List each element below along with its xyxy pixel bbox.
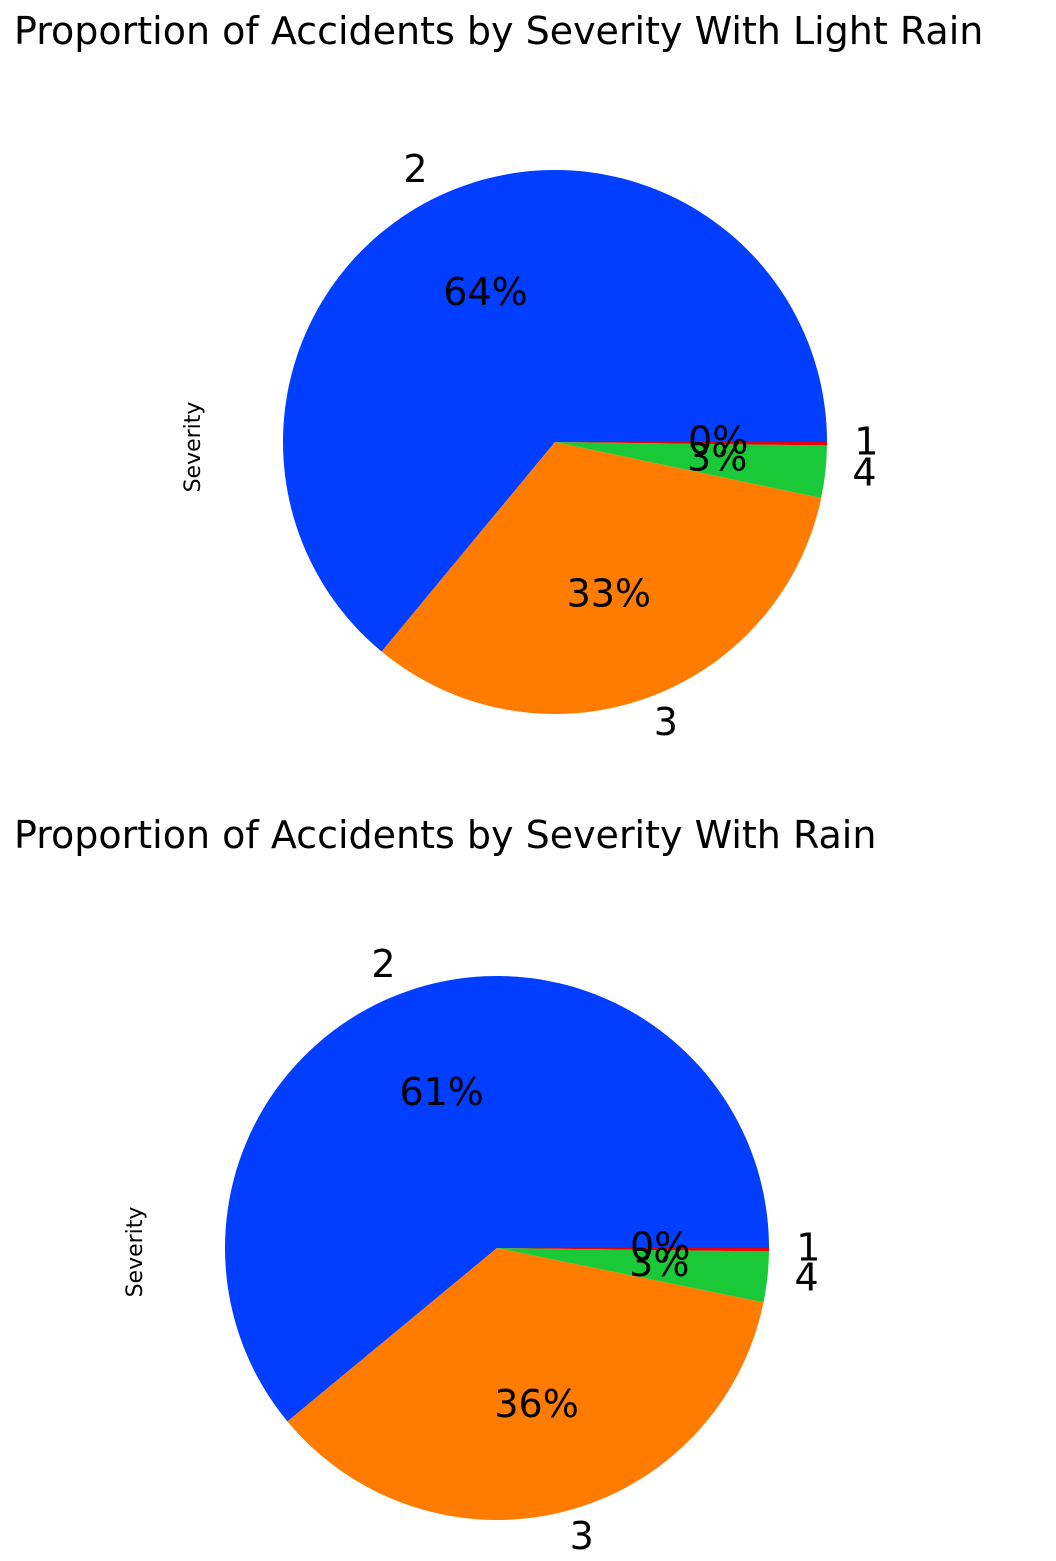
y-axis-label: Severity [181,402,206,493]
slice-label-3: 3 [570,1514,594,1558]
slice-label-1: 1 [854,419,878,463]
pie-chart-rain: Proportion of Accidents by Severity With… [14,813,876,1558]
slice-percent-1: 0% [688,419,748,463]
slice-percent-3: 33% [567,572,651,616]
pie-slice-3 [287,1248,764,1521]
chart-title: Proportion of Accidents by Severity With… [14,9,983,53]
pie-slice-4 [555,442,827,498]
slice-label-4: 4 [852,450,876,494]
pie-slice-1 [555,442,827,446]
pie-slice-2 [283,170,828,652]
slice-percent-2: 64% [443,270,527,314]
slice-label-2: 2 [371,942,395,986]
slice-label-3: 3 [654,700,678,744]
slice-percent-1: 0% [630,1225,690,1269]
slice-percent-4: 3% [629,1241,689,1285]
pie-slices [225,976,769,1521]
slice-label-4: 4 [795,1255,819,1299]
slice-percent-3: 36% [494,1382,578,1426]
slice-percent-4: 3% [687,435,747,479]
y-axis-label: Severity [123,1207,148,1298]
slice-label-2: 2 [403,147,427,191]
pie-slice-3 [381,442,822,714]
chart-title: Proportion of Accidents by Severity With… [14,813,876,857]
pie-labels: 2 61% 3 36% 4 3% 1 0% [371,942,820,1558]
pie-slice-2 [225,976,769,1422]
pie-labels: 2 64% 3 33% 4 3% 1 0% [403,147,878,744]
pie-chart-light-rain: Proportion of Accidents by Severity With… [14,9,983,744]
slice-label-1: 1 [796,1225,820,1269]
pie-slice-1 [497,1248,769,1252]
slice-percent-2: 61% [399,1070,483,1114]
pie-slices [283,170,828,714]
pie-slice-4 [497,1248,769,1303]
